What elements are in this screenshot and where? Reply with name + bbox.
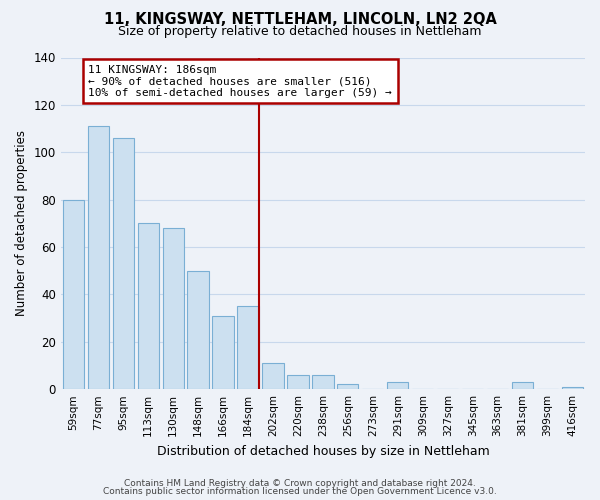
Text: 11, KINGSWAY, NETTLEHAM, LINCOLN, LN2 2QA: 11, KINGSWAY, NETTLEHAM, LINCOLN, LN2 2Q… <box>104 12 496 28</box>
Bar <box>137 224 159 389</box>
Bar <box>337 384 358 389</box>
Text: Contains public sector information licensed under the Open Government Licence v3: Contains public sector information licen… <box>103 487 497 496</box>
Bar <box>262 363 284 389</box>
X-axis label: Distribution of detached houses by size in Nettleham: Distribution of detached houses by size … <box>157 444 489 458</box>
Bar <box>512 382 533 389</box>
Text: Contains HM Land Registry data © Crown copyright and database right 2024.: Contains HM Land Registry data © Crown c… <box>124 478 476 488</box>
Bar <box>187 270 209 389</box>
Text: Size of property relative to detached houses in Nettleham: Size of property relative to detached ho… <box>118 25 482 38</box>
Bar <box>62 200 84 389</box>
Bar <box>113 138 134 389</box>
Bar <box>387 382 409 389</box>
Bar <box>212 316 233 389</box>
Bar <box>88 126 109 389</box>
Bar <box>312 375 334 389</box>
Bar <box>238 306 259 389</box>
Bar <box>287 375 308 389</box>
Bar <box>562 387 583 389</box>
Bar <box>163 228 184 389</box>
Y-axis label: Number of detached properties: Number of detached properties <box>15 130 28 316</box>
Text: 11 KINGSWAY: 186sqm
← 90% of detached houses are smaller (516)
10% of semi-detac: 11 KINGSWAY: 186sqm ← 90% of detached ho… <box>88 64 392 98</box>
